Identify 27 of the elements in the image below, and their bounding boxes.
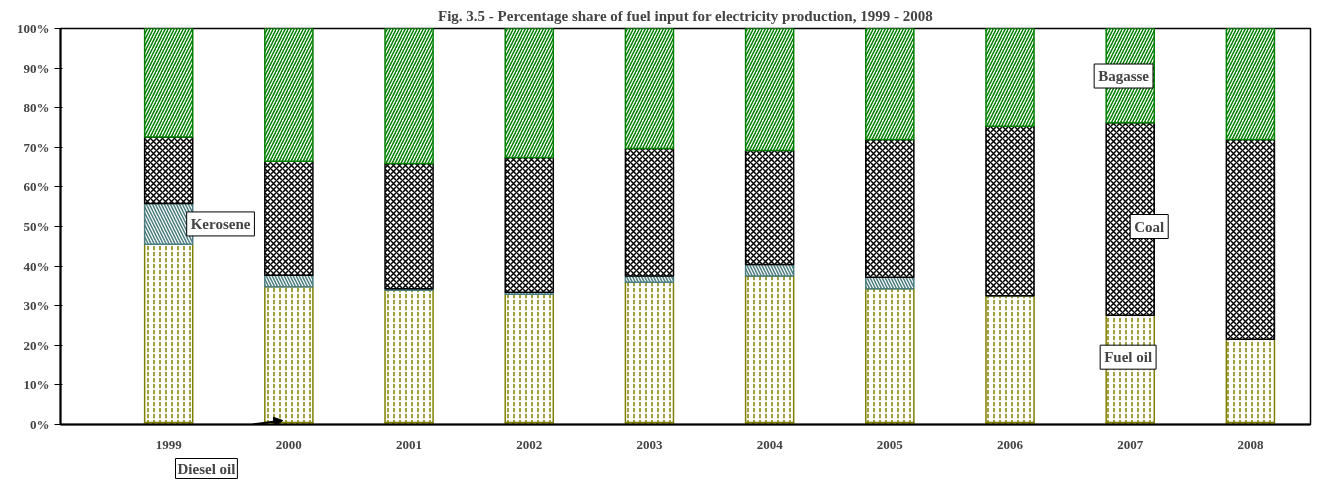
chart-title: Fig. 3.5 - Percentage share of fuel input for electricity production, 1999 - 2008 — [438, 7, 933, 24]
y-tick-label: 90% — [23, 60, 50, 76]
series-label: Kerosene — [190, 215, 251, 232]
x-tick-label: 2003 — [636, 436, 663, 452]
y-tick-label: 100% — [17, 21, 50, 36]
x-tick-label: 2008 — [1237, 436, 1264, 452]
y-tick-label: 20% — [23, 337, 50, 353]
y-tick-label: 40% — [23, 258, 50, 274]
y-tick-label: 80% — [23, 100, 50, 116]
x-tick-label: 2002 — [516, 436, 543, 452]
y-tick-label: 0% — [30, 417, 50, 432]
text: Diesel oil — [177, 460, 236, 477]
x-tick-label: 2000 — [275, 436, 302, 452]
series-label: Coal — [1134, 218, 1165, 235]
y-tick-label: 10% — [23, 377, 50, 393]
x-tick-label: 1999 — [155, 436, 183, 452]
x-tick-label: 2001 — [396, 436, 423, 452]
x-tick-label: 2005 — [876, 436, 904, 452]
y-tick-label: 60% — [23, 179, 50, 195]
series-label: Fuel oil — [1104, 349, 1153, 366]
x-tick-label: 2007 — [1117, 436, 1144, 452]
series-label: Bagasse — [1098, 68, 1150, 85]
y-tick-label: 70% — [23, 139, 50, 155]
y-tick-label: 50% — [23, 219, 50, 234]
x-tick-label: 2006 — [997, 436, 1024, 452]
y-tick-label: 30% — [23, 298, 50, 314]
x-tick-label: 2004 — [756, 436, 784, 452]
